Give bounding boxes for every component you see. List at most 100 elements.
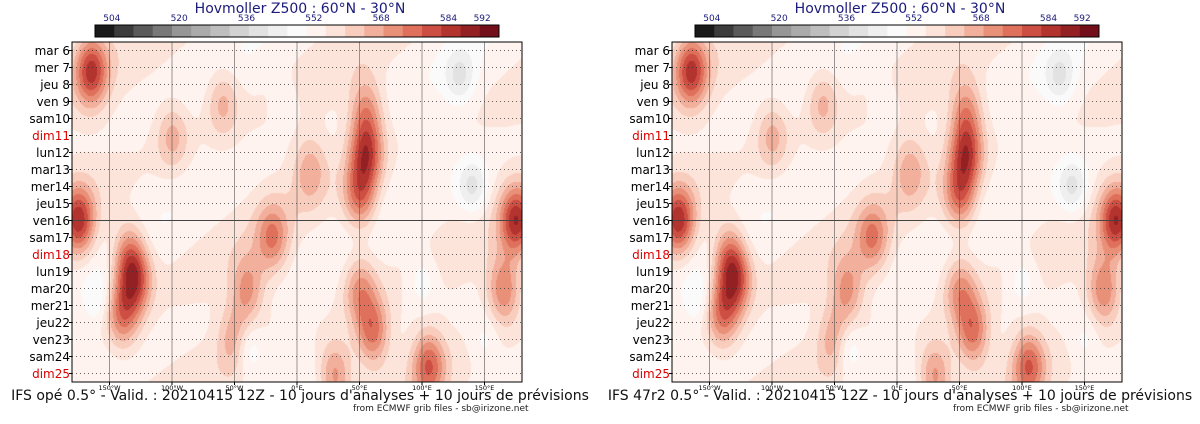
y-tick-label: ven23 xyxy=(33,333,70,347)
colorbar-swatch xyxy=(133,25,154,37)
y-tick-label: lun19 xyxy=(36,265,70,279)
colorbar-swatch xyxy=(771,25,792,37)
y-tick-label: dim11 xyxy=(32,129,70,143)
colorbar-swatch xyxy=(906,25,927,37)
colorbar-label: 536 xyxy=(838,14,855,24)
chart-credit: from ECMWF grib files - sb@irizone.net xyxy=(353,404,529,414)
colorbar-label: 568 xyxy=(373,14,390,24)
y-tick-label: sam10 xyxy=(29,112,70,126)
colorbar-frame xyxy=(94,24,500,38)
hovmoller-panel-ope: 504 520 536 552 568 584 592 mar 6 mer 7 jeu 8 ven … xyxy=(11,1,589,414)
colorbar-label: 584 xyxy=(440,14,457,24)
y-tick-label: jeu22 xyxy=(635,316,670,330)
y-tick-label: mer14 xyxy=(631,180,670,194)
colorbar-label: 592 xyxy=(1074,14,1091,24)
y-axis: mar 6 mer 7 jeu 8 ven 9 sam10 dim11 lun12 mar13… xyxy=(629,44,672,381)
colorbar-swatch xyxy=(325,25,346,37)
hovmoller-chart-ope: 504 520 536 552 568 584 592 mar 6 mer 7 jeu 8 ven … xyxy=(29,14,523,392)
colorbar-swatch xyxy=(479,25,500,37)
y-tick-label: dim18 xyxy=(32,248,70,262)
y-tick-label: lun12 xyxy=(36,146,70,160)
y-tick-label: mar 6 xyxy=(635,44,670,58)
y-tick-label: mer 7 xyxy=(35,61,70,75)
y-tick-label: mer14 xyxy=(31,180,70,194)
colorbar-swatch xyxy=(345,25,365,37)
colorbar-swatch xyxy=(229,25,250,37)
colorbar-label: 584 xyxy=(1040,14,1057,24)
x-tick-label: 150°W xyxy=(98,384,121,392)
colorbar-swatch xyxy=(868,25,888,37)
y-tick-label: dim18 xyxy=(632,248,670,262)
y-tick-label: jeu15 xyxy=(635,197,670,211)
colorbar-swatch xyxy=(983,25,1004,37)
y-tick-label: dim25 xyxy=(632,367,670,381)
colorbar-swatch xyxy=(810,25,831,37)
colorbar-swatch xyxy=(287,25,308,37)
y-tick-label: ven16 xyxy=(33,214,70,228)
y-tick-label: mar20 xyxy=(631,282,670,296)
y-tick-label: dim11 xyxy=(632,129,670,143)
x-tick-label: 50°E xyxy=(952,384,968,392)
x-tick-label: 150°W xyxy=(698,384,721,392)
hovmoller-chart-47r2: 504 520 536 552 568 584 592 mar 6 mer 7 jeu 8 ven … xyxy=(629,14,1123,392)
x-tick-label: 0°E xyxy=(891,384,903,392)
longitude-gridlines xyxy=(109,42,485,382)
colorbar-swatch xyxy=(791,25,811,37)
colorbar-label: 536 xyxy=(238,14,255,24)
y-tick-label: mer21 xyxy=(631,299,670,313)
colorbar: 504 520 536 552 568 584 592 xyxy=(694,14,1100,38)
colorbar-swatch xyxy=(829,25,850,37)
colorbar-swatch xyxy=(268,25,288,37)
y-tick-label: sam17 xyxy=(629,231,670,245)
y-tick-label: jeu22 xyxy=(35,316,70,330)
colorbar-label: 520 xyxy=(771,14,788,24)
colorbar-swatch xyxy=(210,25,231,37)
x-tick-label: 50°W xyxy=(226,384,245,392)
y-tick-label: mar13 xyxy=(31,163,70,177)
colorbar-label: 592 xyxy=(474,14,491,24)
y-tick-label: lun12 xyxy=(636,146,670,160)
y-tick-label: lun19 xyxy=(636,265,670,279)
y-tick-label: ven23 xyxy=(633,333,670,347)
colorbar-swatch xyxy=(1041,25,1062,37)
y-tick-label: jeu 8 xyxy=(39,78,70,92)
x-tick-label: 100°E xyxy=(412,384,432,392)
colorbar-swatch xyxy=(1060,25,1081,37)
colorbar-label: 504 xyxy=(703,14,720,24)
y-tick-label: mar20 xyxy=(31,282,70,296)
y-tick-label: mar13 xyxy=(631,163,670,177)
hovmoller-panel-47r2: 504 520 536 552 568 584 592 mar 6 mer 7 jeu 8 ven … xyxy=(600,0,1200,424)
y-tick-label: dim25 xyxy=(32,367,70,381)
colorbar-swatch xyxy=(171,25,192,37)
x-tick-label: 50°E xyxy=(352,384,368,392)
colorbar-swatch xyxy=(1002,25,1023,37)
colorbar-swatch xyxy=(1022,25,1042,37)
colorbar-swatch xyxy=(733,25,754,37)
x-tick-label: 50°W xyxy=(826,384,845,392)
colorbar-swatch xyxy=(887,25,908,37)
colorbar-swatch xyxy=(191,25,211,37)
colorbar-swatch xyxy=(248,25,269,37)
colorbar-label: 552 xyxy=(905,14,922,24)
colorbar-swatch xyxy=(925,25,946,37)
colorbar-swatch xyxy=(306,25,327,37)
x-axis: 150°W 100°W 50°W 0°E 50°E 100°E 150°E xyxy=(98,382,494,392)
chart-footer: IFS 47r2 0.5° - Valid. : 20210415 12Z - … xyxy=(607,388,1193,404)
colorbar-swatch xyxy=(945,25,965,37)
colorbar-swatch xyxy=(152,25,173,37)
chart-credit: from ECMWF grib files - sb@irizone.net xyxy=(953,404,1129,414)
y-tick-label: sam24 xyxy=(629,350,670,364)
y-tick-label: mer 7 xyxy=(635,61,670,75)
colorbar-swatch xyxy=(383,25,404,37)
y-tick-label: ven16 xyxy=(633,214,670,228)
y-axis: mar 6 mer 7 jeu 8 ven 9 sam10 dim11 lun12 mar13… xyxy=(29,44,72,381)
colorbar-swatch xyxy=(460,25,481,37)
colorbar-swatch xyxy=(714,25,734,37)
x-tick-label: 150°E xyxy=(1075,384,1095,392)
colorbar-frame xyxy=(694,24,1100,38)
colorbar-swatch xyxy=(422,25,442,37)
colorbar-swatch xyxy=(695,25,715,37)
y-tick-label: mer21 xyxy=(31,299,70,313)
colorbar-swatch xyxy=(848,25,869,37)
colorbar-label: 504 xyxy=(103,14,120,24)
